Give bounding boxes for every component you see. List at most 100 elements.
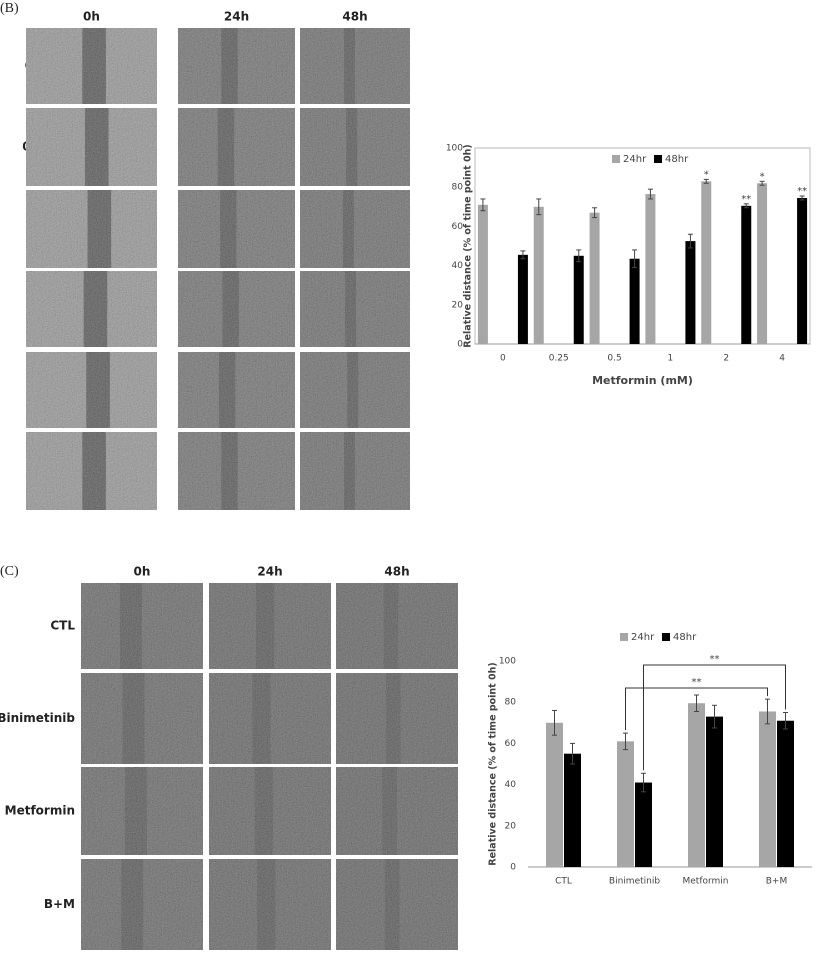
micrograph [26, 190, 157, 268]
micrograph [26, 432, 157, 510]
bar [701, 181, 712, 344]
error-bar [520, 250, 526, 260]
bracket-label: ** [710, 654, 720, 665]
micrograph [81, 673, 203, 764]
bar [629, 258, 640, 344]
error-bar [592, 207, 598, 219]
legend-swatch [662, 633, 670, 641]
micrograph-texture [336, 583, 458, 669]
micrograph-texture [178, 28, 295, 104]
bar [517, 254, 528, 344]
micrograph-texture [300, 108, 410, 186]
micrograph-texture [26, 271, 157, 347]
x-tick-label: 0.5 [607, 354, 621, 364]
micrograph-texture [26, 108, 157, 186]
bar [533, 206, 544, 344]
error-bar [623, 732, 628, 751]
micrograph-texture [81, 859, 203, 950]
error-bar [687, 233, 693, 249]
micrograph [300, 271, 410, 347]
error-bar [552, 709, 557, 736]
bar [477, 204, 488, 344]
micrograph-texture [209, 673, 331, 764]
micrograph [300, 352, 410, 428]
error-bar [576, 249, 582, 263]
micrograph [336, 767, 458, 855]
micrograph [209, 767, 331, 855]
row-label: Binimetinib [0, 711, 75, 725]
error-bar [765, 698, 770, 725]
micrograph [178, 28, 295, 104]
micrograph [336, 673, 458, 764]
error-bar [743, 203, 749, 209]
bar [741, 205, 752, 344]
bracket-label: ** [692, 677, 702, 688]
bar [546, 722, 563, 867]
x-tick-label: Metformin [682, 877, 728, 887]
micrograph [178, 352, 295, 428]
micrograph-texture [336, 673, 458, 764]
y-tick-label: 0 [510, 863, 516, 873]
y-tick-label: 0 [457, 340, 463, 350]
column-header: 0h [83, 10, 100, 24]
error-bar [703, 178, 709, 184]
micrograph [178, 271, 295, 347]
micrograph-texture [81, 767, 203, 855]
error-bar [783, 712, 788, 730]
micrograph-texture [81, 673, 203, 764]
micrograph [178, 108, 295, 186]
micrograph-texture [178, 190, 295, 268]
y-tick-label: 40 [452, 261, 464, 271]
micrograph [300, 190, 410, 268]
error-bar [694, 694, 699, 712]
y-tick-label: 20 [452, 300, 464, 310]
micrograph-texture [26, 28, 157, 104]
y-tick-label: 60 [452, 222, 464, 232]
micrograph [336, 859, 458, 950]
x-tick-label: 1 [668, 354, 674, 364]
legend-label: 48hr [665, 154, 689, 165]
error-bar [799, 195, 805, 201]
bar [797, 197, 808, 344]
x-tick-label: Binimetinib [609, 877, 660, 887]
bar [617, 741, 634, 867]
y-axis-label: Relative distance (% of time point 0h) [488, 662, 499, 865]
micrograph-texture [209, 859, 331, 950]
column-header: 48h [342, 10, 367, 24]
legend-swatch [620, 633, 628, 641]
column-header: 24h [257, 565, 282, 579]
micrograph [178, 432, 295, 510]
x-tick-label: 0.25 [549, 354, 569, 364]
micrograph [178, 190, 295, 268]
panel-label: (C) [0, 564, 19, 579]
column-header: 0h [134, 565, 151, 579]
y-axis-label: Relative distance (% of time point 0h) [463, 144, 474, 347]
y-tick-label: 100 [446, 144, 463, 154]
error-bar [712, 704, 717, 729]
significance-mark: * [704, 169, 709, 180]
legend-label: 48hr [673, 632, 697, 643]
error-bar [480, 198, 486, 212]
error-bar [536, 198, 542, 216]
y-tick-label: 40 [505, 780, 517, 790]
bar [759, 711, 776, 867]
legend-label: 24hr [631, 632, 655, 643]
bar [688, 703, 705, 867]
panel-label: (B) [0, 1, 19, 16]
significance-mark: ** [741, 194, 751, 205]
legend-swatch [654, 155, 662, 163]
y-tick-label: 100 [499, 657, 516, 667]
micrograph [81, 767, 203, 855]
micrograph [209, 673, 331, 764]
micrograph [26, 28, 157, 104]
x-tick-label: 4 [779, 354, 785, 364]
x-tick-label: CTL [555, 877, 572, 887]
micrograph [209, 583, 331, 669]
micrograph-texture [209, 767, 331, 855]
micrograph-texture [209, 583, 331, 669]
micrograph-texture [300, 190, 410, 268]
micrograph-texture [178, 108, 295, 186]
micrograph [300, 28, 410, 104]
bar [635, 782, 652, 867]
micrograph-texture [178, 271, 295, 347]
